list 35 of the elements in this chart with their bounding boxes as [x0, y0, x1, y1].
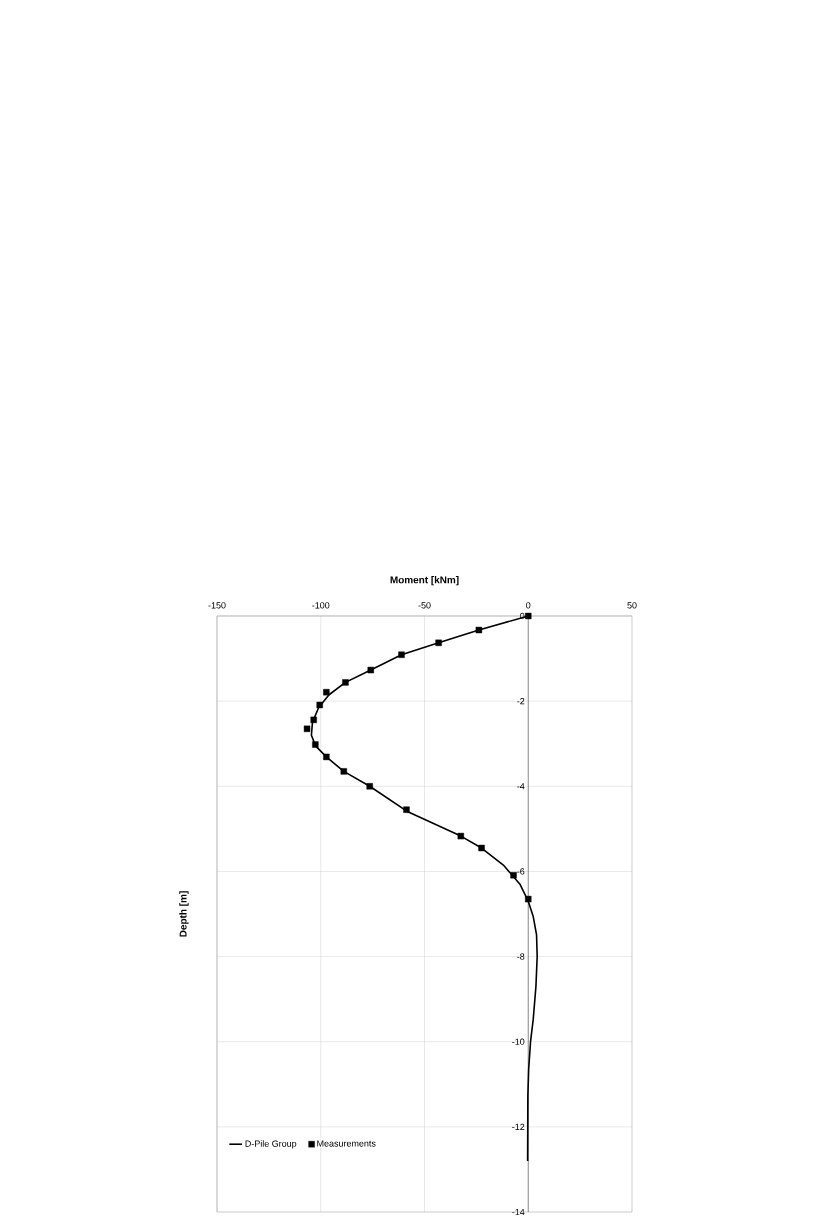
point	[367, 666, 374, 674]
point	[366, 783, 373, 790]
legend-label: Measurements	[317, 1140, 376, 1147]
point	[303, 725, 311, 732]
point	[316, 701, 323, 709]
point	[525, 612, 532, 620]
y-tick-label: -2	[517, 698, 525, 705]
y-axis-title: Depth [m]	[179, 891, 189, 937]
point	[323, 689, 330, 696]
point	[478, 844, 485, 852]
point	[457, 832, 465, 840]
point	[510, 872, 517, 879]
point	[340, 768, 347, 775]
y-tick-label: -12	[512, 1123, 525, 1130]
legend-label: D-Pile Group	[245, 1140, 297, 1149]
y-tick-label: -14	[512, 1208, 525, 1216]
x-tick-label: 50	[627, 602, 637, 609]
y-tick-label: -6	[517, 868, 525, 875]
x-axis-title: Moment [kNm]	[390, 576, 459, 586]
y-tick-label: -10	[512, 1038, 525, 1045]
x-tick-label: -50	[418, 602, 431, 609]
point	[475, 626, 483, 634]
point	[403, 806, 410, 813]
point	[435, 639, 442, 646]
point	[398, 651, 405, 658]
x-tick-label: -150	[208, 602, 226, 609]
y-tick-label: -4	[517, 783, 525, 790]
point	[525, 895, 532, 903]
x-tick-label: -100	[312, 602, 330, 609]
x-tick-label: 0	[526, 602, 531, 609]
point	[323, 753, 330, 761]
point	[312, 741, 319, 748]
point	[310, 716, 317, 724]
point	[342, 679, 349, 686]
y-tick-label: -8	[517, 953, 525, 960]
